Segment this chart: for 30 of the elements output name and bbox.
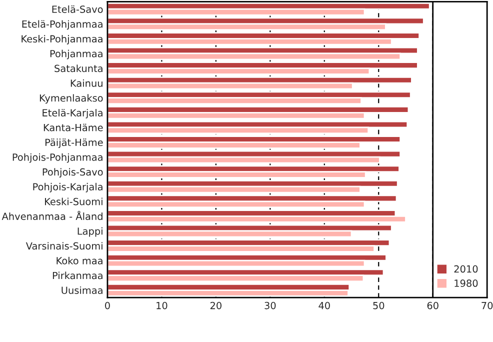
y-tick-label: Pirkanmaa (52, 272, 102, 280)
y-tick-label: Päijät-Häme (45, 138, 103, 148)
x-tick-label: 40 (318, 302, 330, 310)
y-tick-label: Kymenlaakso (40, 94, 103, 104)
y-tick-label: Pohjois-Karjala (33, 182, 102, 192)
y-tick-label: Etelä-Karjala (42, 108, 102, 118)
x-tick-label: 70 (482, 302, 493, 310)
x-tick-label: 60 (427, 302, 438, 310)
x-tick-label: 20 (210, 302, 222, 310)
x-tick-label: 50 (373, 302, 384, 310)
legend-label: 2010 (454, 265, 478, 273)
y-tick-label: Etelä-Savo (52, 5, 103, 13)
y-tick-label: Keski-Suomi (45, 198, 102, 206)
y-tick-label: Pohjois-Savo (42, 168, 103, 178)
y-tick-label: Kanta-Häme (44, 124, 103, 132)
y-tick-label: Ahvenanmaa - Åland (2, 210, 102, 220)
legend-label: 1980 (454, 280, 478, 287)
x-tick-label: 10 (156, 302, 168, 310)
y-tick-label: Keski-Pohjanmaa (22, 34, 102, 44)
x-tick-label: 0 (105, 302, 110, 310)
y-tick-label: Koko maa (56, 256, 102, 264)
y-tick-label: Pohjois-Pohjanmaa (12, 153, 102, 163)
y-tick-label: Varsinais-Suomi (26, 242, 102, 250)
x-tick-label: 30 (264, 302, 276, 310)
y-tick-label: Etelä-Pohjanmaa (22, 20, 102, 30)
y-tick-label: Kainuu (70, 79, 102, 87)
y-tick-label: Satakunta (54, 64, 102, 72)
y-tick-label: Uusimaa (62, 286, 102, 294)
y-tick-label: Lappi (78, 227, 102, 237)
y-tick-label: Pohjanmaa (50, 50, 102, 60)
